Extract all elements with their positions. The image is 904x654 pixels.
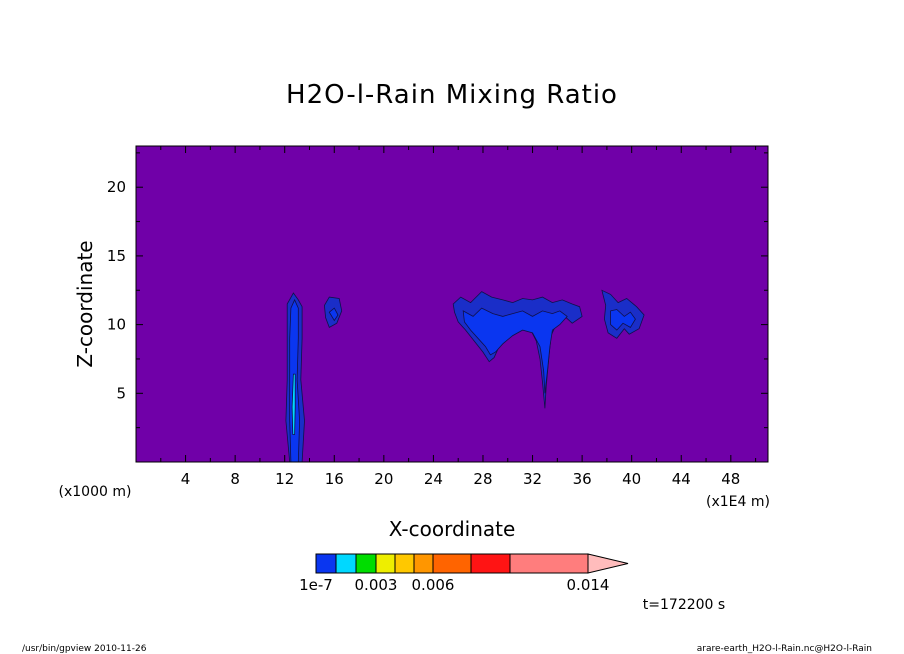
x-tick-label-16: 16 <box>325 470 344 488</box>
contour-region-4 <box>328 307 339 322</box>
x-tick-label-48: 48 <box>721 470 740 488</box>
x-tick-label-28: 28 <box>473 470 492 488</box>
y-tick-label-20: 20 <box>107 178 126 196</box>
colorbar-segment-1 <box>335 553 357 574</box>
x-tick-label-32: 32 <box>523 470 542 488</box>
plot-frame <box>135 145 769 463</box>
colorbar-segment-3 <box>375 553 396 574</box>
x-axis-label: X-coordinate <box>389 517 516 541</box>
contour-region-6 <box>462 307 568 394</box>
colorbar-label-0: 1e-7 <box>299 576 333 594</box>
x-unit-left: (x1000 m) <box>59 484 132 500</box>
plot-area <box>135 145 769 463</box>
colorbar-segment-5 <box>413 553 434 574</box>
colorbar-arrow <box>587 553 629 574</box>
plot-background <box>136 146 768 462</box>
x-tick-label-40: 40 <box>622 470 641 488</box>
x-axis-ticks: 4 8 12 16 20 24 28 32 36 40 44 48 <box>160 146 757 488</box>
x-tick-label-36: 36 <box>573 470 592 488</box>
footer-source: arare-earth_H2O-l-Rain.nc@H2O-l-Rain <box>697 644 872 654</box>
x-tick-label-44: 44 <box>672 470 691 488</box>
colorbar-segment-8 <box>509 553 589 574</box>
chart-title: H2O-l-Rain Mixing Ratio <box>286 80 618 110</box>
y-tick-label-5: 5 <box>116 384 126 402</box>
y-axis-ticks: 5 10 15 20 <box>107 152 768 429</box>
x-tick-label-24: 24 <box>424 470 443 488</box>
colorbar-segment-7 <box>470 553 511 574</box>
colorbar-label-3: 0.014 <box>567 576 610 594</box>
contour-region-2 <box>291 373 296 435</box>
colorbar-label-2: 0.006 <box>412 576 455 594</box>
colorbar-segment-6 <box>432 553 472 574</box>
colorbar <box>315 553 629 574</box>
x-tick-label-4: 4 <box>181 470 191 488</box>
colorbar-label-1: 0.003 <box>355 576 398 594</box>
x-tick-label-20: 20 <box>374 470 393 488</box>
colorbar-segment-0 <box>315 553 337 574</box>
x-tick-label-8: 8 <box>230 470 240 488</box>
footer-program: /usr/bin/gpview 2010-11-26 <box>22 644 147 654</box>
contour-region-8 <box>610 309 636 331</box>
y-axis-label: Z-coordinate <box>73 240 97 367</box>
colorbar-segment-4 <box>394 553 415 574</box>
y-tick-label-15: 15 <box>107 247 126 265</box>
contour-regions <box>285 289 645 463</box>
x-tick-label-12: 12 <box>275 470 294 488</box>
colorbar-labels: 1e-7 0.003 0.006 0.014 <box>299 576 609 594</box>
time-label: t=172200 s <box>643 597 725 613</box>
x-unit-right: (x1E4 m) <box>706 494 770 510</box>
y-tick-label-10: 10 <box>107 316 126 334</box>
colorbar-segment-2 <box>355 553 377 574</box>
